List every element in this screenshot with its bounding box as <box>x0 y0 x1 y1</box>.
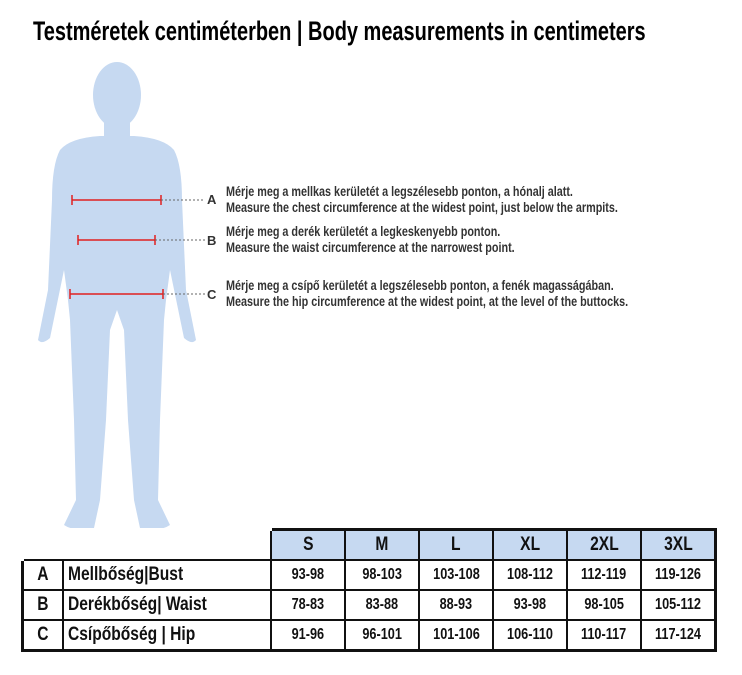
leader-lines <box>155 199 205 295</box>
cell: 106-110 <box>492 619 568 652</box>
page-title: Testméretek centiméterben | Body measure… <box>33 16 646 46</box>
cell: 110-117 <box>566 619 642 652</box>
instruction-a-en: Measure the chest circumference at the w… <box>226 200 618 215</box>
cell: 101-106 <box>418 619 494 652</box>
row-label: Derékbőség| Waist <box>62 589 272 621</box>
cell: 83-88 <box>344 589 420 621</box>
instruction-b-hu: Mérje meg a derék kerületét a legkeskeny… <box>226 224 501 239</box>
cell: 112-119 <box>566 559 642 591</box>
table-row-waist: B Derékbőség| Waist 78-83 83-88 88-93 93… <box>21 589 717 621</box>
table-row-hip: C Csípőbőség | Hip 91-96 96-101 101-106 … <box>21 619 717 652</box>
table-row-bust: A Mellbőség|Bust 93-98 98-103 103-108 10… <box>21 559 717 591</box>
cell: 78-83 <box>270 589 346 621</box>
size-3xl: 3XL <box>640 528 717 561</box>
cell: 98-103 <box>344 559 420 591</box>
instruction-a: Mérje meg a mellkas kerületét a legszéle… <box>226 184 618 216</box>
cell: 105-112 <box>640 589 717 621</box>
instruction-c-hu: Mérje meg a csípő kerületét a legszélese… <box>226 278 614 293</box>
cell: 91-96 <box>270 619 346 652</box>
marker-c: C <box>207 287 217 302</box>
cell: 98-105 <box>566 589 642 621</box>
instruction-a-hu: Mérje meg a mellkas kerületét a legszéle… <box>226 184 573 199</box>
row-letter: B <box>21 589 64 621</box>
marker-a: A <box>207 192 217 207</box>
cell: 117-124 <box>640 619 717 652</box>
instruction-b: Mérje meg a derék kerületét a legkeskeny… <box>226 224 515 256</box>
cell: 93-98 <box>492 589 568 621</box>
size-s: S <box>270 528 346 561</box>
marker-b: B <box>207 233 217 248</box>
size-m: M <box>344 528 420 561</box>
size-xl: XL <box>492 528 568 561</box>
size-2xl: 2XL <box>566 528 642 561</box>
size-table: S M L XL 2XL 3XL A Mellbőség|Bust 93-98 … <box>21 528 717 652</box>
body-silhouette <box>38 62 196 530</box>
row-letter: C <box>21 619 64 652</box>
cell: 108-112 <box>492 559 568 591</box>
size-l: L <box>418 528 494 561</box>
cell: 119-126 <box>640 559 717 591</box>
instruction-c: Mérje meg a csípő kerületét a legszélese… <box>226 278 628 310</box>
instruction-c-en: Measure the hip circumference at the wid… <box>226 294 629 309</box>
instruction-b-en: Measure the waist circumference at the n… <box>226 240 515 255</box>
cell: 88-93 <box>418 589 494 621</box>
row-letter: A <box>21 559 64 591</box>
row-label: Csípőbőség | Hip <box>62 619 272 652</box>
cell: 96-101 <box>344 619 420 652</box>
row-label: Mellbőség|Bust <box>62 559 272 591</box>
cell: 103-108 <box>418 559 494 591</box>
cell: 93-98 <box>270 559 346 591</box>
size-header-row: S M L XL 2XL 3XL <box>21 528 717 561</box>
